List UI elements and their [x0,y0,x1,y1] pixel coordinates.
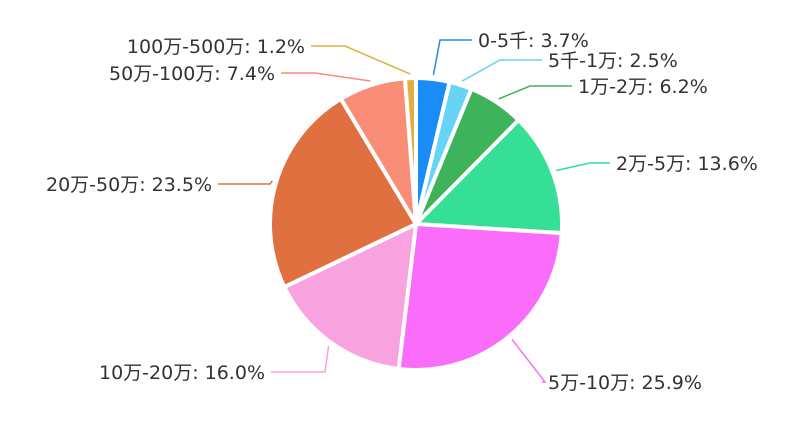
pie-slice-5 [281,220,419,372]
data-label-2: 1万-2万: 6.2% [578,76,708,98]
leader-line-0 [432,39,472,76]
data-label-4: 5万-10万: 25.9% [548,372,702,394]
leader-line-4 [511,338,547,383]
pie-slice-6 [268,96,419,290]
leader-line-1 [461,59,542,82]
leader-line-5 [271,345,330,373]
data-label-1: 5千-1万: 2.5% [548,50,678,72]
leader-line-6 [218,180,273,185]
leader-line-8 [311,45,411,75]
pie-slice-3 [411,117,564,236]
data-label-3: 2万-5万: 13.6% [616,153,758,175]
data-label-5: 10万-20万: 16.0% [99,362,265,384]
leader-line-3 [555,162,610,172]
leader-line-7 [281,72,371,82]
data-label-6: 20万-50万: 23.5% [46,174,212,196]
data-label-7: 50万-100万: 7.4% [109,63,275,85]
data-label-0: 0-5千: 3.7% [478,30,589,52]
pie-slice-8 [402,75,418,225]
pie-slice-4 [396,221,564,372]
leader-line-2 [498,85,572,100]
data-label-8: 100万-500万: 1.2% [127,36,305,58]
